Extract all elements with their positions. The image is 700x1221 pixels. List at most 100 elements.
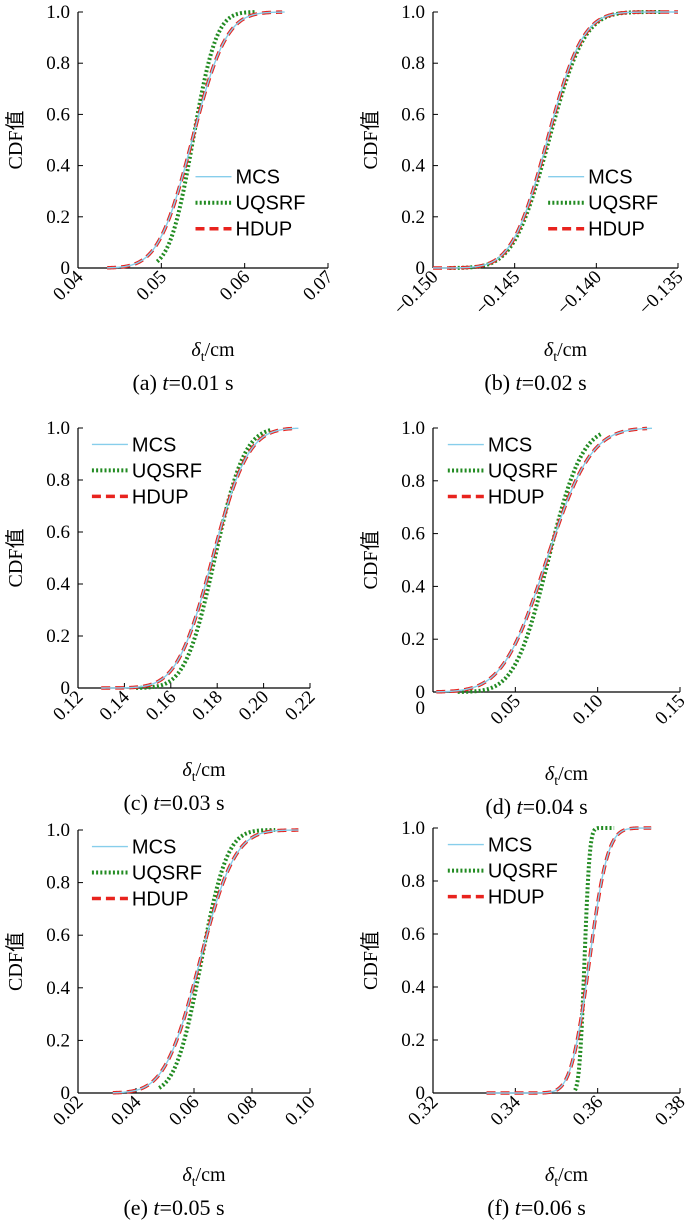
- series-line-mcs: [107, 11, 285, 269]
- x-tick-label: −0.145: [472, 267, 525, 320]
- y-tick-label: 0.8: [46, 873, 70, 894]
- x-tick-label: 0.18: [188, 687, 226, 725]
- x-axis-label: δt/cm: [545, 763, 589, 789]
- x-tick-label: 0.16: [142, 687, 180, 725]
- y-tick-label: 1.0: [46, 2, 70, 23]
- y-axis-label: CDF值: [4, 529, 27, 588]
- y-tick-label: 0.8: [46, 470, 70, 491]
- legend-label-hdup: HDUP: [132, 486, 189, 508]
- legend: MCS UQSRF HDUP: [447, 435, 558, 509]
- subplot-e: 0 0.2 0.4 0.6 0.8 1.0 0.02 0.04 0.06 0.08 0.10 CDF值…: [4, 820, 320, 1220]
- y-tick-label: 0: [61, 678, 71, 699]
- y-tick-label: 0.8: [401, 471, 425, 492]
- subplot-a: 0 0.2 0.4 0.6 0.8 1.0 0.04 0.05 0.06 0.07 CDF值 δt/c…: [4, 2, 338, 395]
- y-tick-label: 0: [416, 682, 426, 703]
- series-line-uqsrf: [134, 428, 272, 690]
- series-line-uqsrf: [155, 10, 257, 264]
- legend-label-uqsrf: UQSRF: [488, 461, 558, 483]
- series-line-mcs: [112, 829, 299, 1094]
- series-line-uqsrf: [456, 432, 603, 694]
- y-tick-label: 1.0: [401, 418, 425, 439]
- x-axis-label: δt/cm: [191, 339, 235, 365]
- y-tick-label: 0: [416, 1083, 426, 1104]
- legend-label-uqsrf: UQSRF: [588, 193, 658, 215]
- x-tick-label: 0.02: [49, 1092, 87, 1130]
- y-tick-label: 1.0: [46, 820, 70, 841]
- y-tick-label: 0: [61, 1083, 71, 1104]
- x-tick-label: 0.10: [569, 691, 607, 729]
- legend: MCS UQSRF HDUP: [548, 167, 658, 241]
- legend-label-uqsrf: UQSRF: [132, 460, 202, 482]
- y-tick-label: 0.6: [46, 104, 70, 125]
- legend: MCS UQSRF HDUP: [91, 837, 202, 911]
- x-tick-label: 0.38: [651, 1092, 689, 1130]
- series-line-mcs: [101, 427, 299, 689]
- legend-label-hdup: HDUP: [588, 219, 645, 241]
- y-tick-label: 0.4: [46, 156, 70, 177]
- y-tick-label: 0.2: [401, 1030, 425, 1051]
- y-tick-label: 0.6: [46, 925, 70, 946]
- y-tick-label: 0.8: [401, 871, 425, 892]
- y-tick-label: 1.0: [401, 2, 425, 23]
- series-line-mcs: [436, 427, 653, 693]
- y-tick-label: 0.4: [401, 576, 425, 597]
- y-tick-label: 0.2: [401, 207, 425, 228]
- subplot-b: 00.20.40.60.81.0−0.150 −0.145 −0.140 −0.135…: [359, 2, 688, 395]
- series-line-uqsrf: [573, 826, 616, 1092]
- legend-label-uqsrf: UQSRF: [236, 193, 306, 215]
- legend: MCS UQSRF HDUP: [91, 434, 202, 508]
- x-tick-label: 0.15: [651, 691, 689, 729]
- subplot-caption: (c) t=0.03 s: [123, 790, 224, 815]
- y-axis-label: CDF值: [359, 931, 382, 990]
- y-tick-label: 1.0: [401, 818, 425, 839]
- x-tick-label: −0.135: [635, 267, 688, 320]
- x-axis-label: δt/cm: [182, 759, 226, 785]
- y-tick-label: 0.4: [46, 574, 70, 595]
- y-tick-label: 0: [416, 258, 426, 279]
- x-tick-label: 0.20: [235, 687, 273, 725]
- subplot-d: 0 0.2 0.4 0.6 0.8 1.0 0.05 0.10 0.15 CDF值 δt/cm (d)…: [359, 418, 690, 819]
- legend-label-hdup: HDUP: [236, 219, 293, 241]
- legend-label-mcs: MCS: [236, 167, 280, 189]
- x-tick-label: 0.08: [223, 1092, 261, 1130]
- legend-label-mcs: MCS: [132, 837, 176, 859]
- legend-label-mcs: MCS: [588, 167, 632, 189]
- subplot-c: 0 0.2 0.4 0.6 0.8 1.0 0.12 0.14 0.16 0.18 0.20 0.22…: [4, 418, 320, 815]
- x-tick-label: 0.07: [299, 267, 337, 305]
- subplot-caption: (e) t=0.05 s: [123, 1195, 224, 1220]
- x-axis-label: δt/cm: [182, 1164, 226, 1190]
- x-tick-label: 0.34: [487, 1091, 526, 1130]
- legend-label-hdup: HDUP: [132, 889, 189, 911]
- y-tick-label: 0: [416, 698, 426, 719]
- x-tick-label: 0.12: [49, 687, 87, 725]
- legend: MCS UQSRF HDUP: [195, 167, 306, 241]
- legend-label-hdup: HDUP: [488, 487, 545, 509]
- x-tick-label: 0.32: [404, 1092, 442, 1130]
- y-tick-label: 0.8: [46, 53, 70, 74]
- x-axis-label: δt/cm: [545, 1164, 589, 1190]
- x-tick-label: 0.06: [165, 1092, 203, 1130]
- subplot-f: 0 0.2 0.4 0.6 0.8 1.0 0.32 0.34 0.36 0.38 CDF值 δt/c…: [359, 818, 690, 1220]
- y-tick-label: 0: [61, 258, 71, 279]
- y-axis-label: CDF值: [359, 111, 382, 170]
- series-line-uqsrf: [157, 828, 277, 1090]
- legend-label-mcs: MCS: [132, 434, 176, 456]
- x-tick-label: 0.06: [216, 267, 254, 305]
- y-tick-label: 0.4: [401, 977, 425, 998]
- subplot-caption: (d) t=0.04 s: [485, 794, 587, 819]
- x-tick-label: 0.04: [49, 266, 88, 305]
- y-tick-label: 0.2: [46, 207, 70, 228]
- series-line-mcs: [486, 827, 652, 1094]
- y-axis-label: CDF值: [359, 531, 382, 590]
- y-tick-label: 0.8: [401, 53, 425, 74]
- x-tick-label: 0.05: [133, 267, 171, 305]
- legend-label-hdup: HDUP: [488, 887, 545, 909]
- x-tick-label: 0.22: [281, 687, 319, 725]
- subplot-caption: (f) t=0.06 s: [487, 1195, 586, 1220]
- legend-label-mcs: MCS: [488, 835, 532, 857]
- y-tick-label: 0.6: [401, 104, 425, 125]
- subplot-caption: (a) t=0.01 s: [132, 370, 233, 395]
- x-tick-label: 0.14: [96, 686, 135, 725]
- x-tick-label: −0.140: [553, 267, 606, 320]
